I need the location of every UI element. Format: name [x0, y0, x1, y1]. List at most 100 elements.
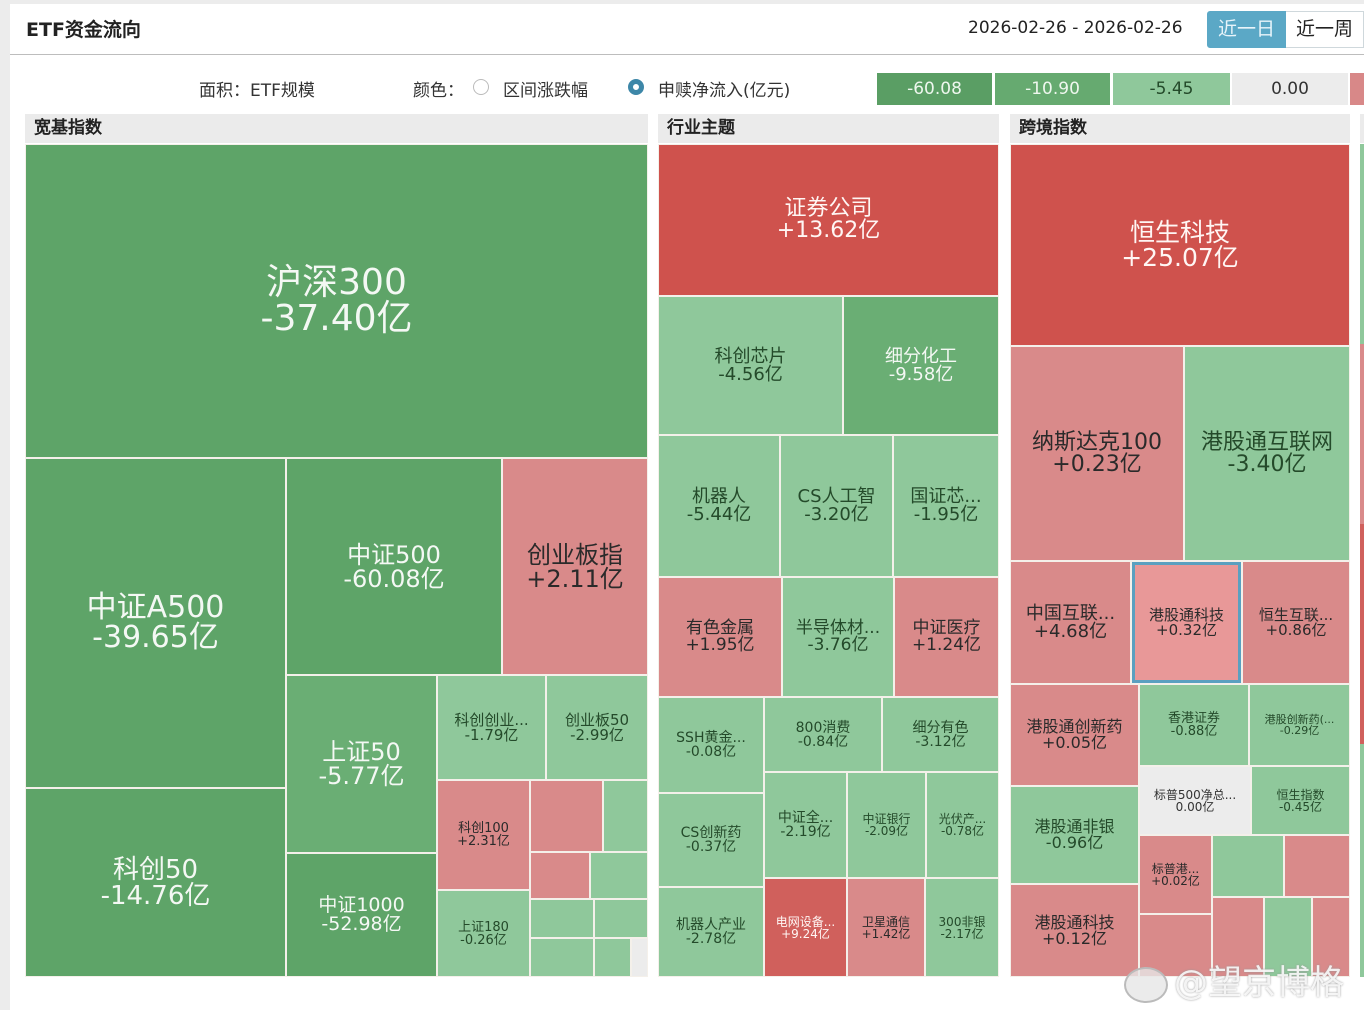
- tile-value: -0.88亿: [1170, 724, 1218, 739]
- treemap-tile[interactable]: 光伏产... -0.78亿: [926, 772, 999, 878]
- treemap-tile[interactable]: 中证A500 -39.65亿: [25, 458, 286, 788]
- treemap-tile[interactable]: [1284, 835, 1350, 897]
- area-label: 面积：ETF规模: [199, 81, 315, 101]
- treemap-tile[interactable]: 半导体材... -3.76亿: [782, 577, 894, 697]
- treemap-tile[interactable]: 上证180 -0.26亿: [437, 890, 530, 977]
- treemap-tile[interactable]: [1312, 897, 1350, 977]
- tile-value: -2.09亿: [864, 824, 909, 838]
- tile-name: 中证银行: [862, 812, 911, 826]
- page-header: ETF资金流向 2026-02-26 - 2026-02-26 近一日 近一周: [10, 4, 1364, 55]
- treemap-tile[interactable]: 标普500净总... 0.00亿: [1139, 766, 1251, 835]
- page-title: ETF资金流向: [26, 19, 141, 41]
- treemap-tile[interactable]: 电网设备... +9.24亿: [764, 878, 847, 977]
- tile-value: -1.95亿: [913, 504, 979, 525]
- treemap-tile[interactable]: 国证芯... -1.95亿: [893, 435, 999, 577]
- treemap-tile[interactable]: [631, 938, 648, 977]
- treemap-tile[interactable]: 中证500 -60.08亿: [286, 458, 502, 675]
- treemap-tile[interactable]: [530, 899, 594, 938]
- treemap-tile[interactable]: [590, 852, 648, 899]
- tile-name: 证券公司: [784, 196, 873, 221]
- treemap-tile[interactable]: 恒生互联... +0.86亿: [1242, 561, 1350, 684]
- treemap-tile[interactable]: [1264, 897, 1312, 977]
- radio-net-inflow-label[interactable]: 申赎净流入(亿元): [658, 81, 791, 101]
- treemap-tile[interactable]: 中证银行 -2.09亿: [847, 772, 926, 878]
- tile-name: 创业板50: [564, 710, 630, 729]
- treemap-tile[interactable]: 卫星通信 +1.42亿: [847, 878, 925, 977]
- tile-name: 沪深300: [266, 262, 407, 303]
- treemap-tile[interactable]: 上证50 -5.77亿: [286, 675, 437, 853]
- treemap-tile[interactable]: 纳斯达克100 +0.23亿: [1010, 346, 1184, 561]
- treemap-tile[interactable]: [1212, 897, 1264, 977]
- treemap-tile[interactable]: [1139, 914, 1212, 977]
- radio-net-inflow[interactable]: [628, 79, 644, 95]
- treemap-tile[interactable]: SSH黄金... -0.08亿: [658, 697, 764, 793]
- tile-value: +0.86亿: [1265, 620, 1327, 639]
- treemap-tile[interactable]: 创业板50 -2.99亿: [546, 675, 648, 780]
- date-range-picker[interactable]: 2026-02-26 - 2026-02-26: [968, 18, 1183, 38]
- tile-name: 恒生互联...: [1258, 605, 1334, 624]
- tile-value: -5.44亿: [686, 504, 752, 525]
- tile-name: 机器人产业: [676, 917, 746, 933]
- legend-item: -60.08: [877, 73, 992, 105]
- treemap-tile[interactable]: 细分有色 -3.12亿: [882, 697, 999, 772]
- tile-value: -60.08亿: [343, 564, 445, 593]
- treemap-tile[interactable]: 创业板指 +2.11亿: [502, 458, 648, 675]
- tile-value: +0.02亿: [1151, 873, 1200, 888]
- treemap-tile[interactable]: 机器人产业 -2.78亿: [658, 887, 764, 977]
- treemap-tile[interactable]: 中证1000 -52.98亿: [286, 853, 437, 977]
- section-industry-theme: 行业主题: [658, 114, 999, 143]
- tile-name: 中证1000: [318, 894, 405, 916]
- treemap-tile[interactable]: [594, 899, 648, 938]
- tile-name: 港股通非银: [1034, 817, 1115, 836]
- treemap-tile[interactable]: 科创50 -14.76亿: [25, 788, 286, 977]
- tile-name: 港股通互联网: [1200, 429, 1333, 455]
- treemap-tile[interactable]: 300非银 -2.17亿: [925, 878, 999, 977]
- treemap-tile[interactable]: 港股通互联网 -3.40亿: [1184, 346, 1350, 561]
- radio-price-change[interactable]: [473, 79, 489, 95]
- treemap-tile[interactable]: 恒生科技 +25.07亿: [1010, 144, 1350, 346]
- treemap-tile[interactable]: 港股通科技 +0.32亿: [1131, 561, 1242, 684]
- treemap-tile[interactable]: 沪深300 -37.40亿: [25, 144, 648, 458]
- tile-name: 香港证券: [1167, 711, 1220, 726]
- treemap-tile[interactable]: 标普港... +0.02亿: [1139, 835, 1212, 914]
- treemap-tile[interactable]: 香港证券 -0.88亿: [1139, 684, 1249, 766]
- treemap-tile[interactable]: 科创创业... -1.79亿: [437, 675, 546, 780]
- treemap-tile[interactable]: [530, 780, 603, 852]
- treemap-tile[interactable]: 港股通非银 -0.96亿: [1010, 786, 1139, 884]
- tile-name: 港股通创新药: [1026, 717, 1123, 736]
- tile-value: +2.31亿: [457, 834, 510, 849]
- tile-value: -2.19亿: [780, 824, 831, 840]
- treemap-tile[interactable]: 港股通科技 +0.12亿: [1010, 884, 1139, 977]
- treemap-tile[interactable]: 证券公司 +13.62亿: [658, 144, 999, 296]
- treemap-tile[interactable]: 有色金属 +1.95亿: [658, 577, 782, 697]
- treemap-tile[interactable]: 800消费 -0.84亿: [764, 697, 882, 772]
- treemap-tile[interactable]: 港股创新药(... -0.29亿: [1249, 684, 1350, 766]
- treemap-tile[interactable]: 科创100 +2.31亿: [437, 780, 530, 890]
- treemap-tile[interactable]: 科创芯片 -4.56亿: [658, 296, 843, 435]
- treemap-tile[interactable]: 中证全... -2.19亿: [764, 772, 847, 878]
- tab-last-week[interactable]: 近一周: [1286, 11, 1364, 48]
- treemap-tile[interactable]: 中证医疗 +1.24亿: [894, 577, 999, 697]
- treemap-tile[interactable]: 港股通创新药 +0.05亿: [1010, 684, 1139, 786]
- treemap-tile[interactable]: 机器人 -5.44亿: [658, 435, 780, 577]
- treemap-tile[interactable]: 恒生指数 -0.45亿: [1251, 766, 1350, 835]
- treemap-tile[interactable]: 中国互联... +4.68亿: [1010, 561, 1131, 684]
- treemap-tile[interactable]: [594, 938, 631, 977]
- treemap-tile[interactable]: [530, 852, 590, 899]
- treemap-tile[interactable]: [1212, 835, 1284, 897]
- radio-price-change-label[interactable]: 区间涨跌幅: [503, 81, 588, 101]
- treemap-tile[interactable]: [603, 780, 648, 852]
- tab-last-day[interactable]: 近一日: [1207, 11, 1286, 48]
- tile-name: 上证180: [458, 919, 509, 935]
- tile-name: 半导体材...: [795, 618, 881, 638]
- tile-name: 细分化工: [885, 345, 957, 367]
- legend-item: -10.90: [995, 73, 1110, 105]
- treemap-tile[interactable]: 细分化工 -9.58亿: [843, 296, 999, 435]
- treemap-tile[interactable]: CS创新药 -0.37亿: [658, 793, 764, 887]
- treemap-tile[interactable]: CS人工智 -3.20亿: [780, 435, 893, 577]
- tile-value: +0.12亿: [1041, 928, 1108, 948]
- legend-item: 0.00: [1232, 73, 1348, 105]
- tile-value: -3.40亿: [1227, 451, 1307, 477]
- tile-value: +1.42亿: [861, 926, 911, 941]
- treemap-tile[interactable]: [530, 938, 594, 977]
